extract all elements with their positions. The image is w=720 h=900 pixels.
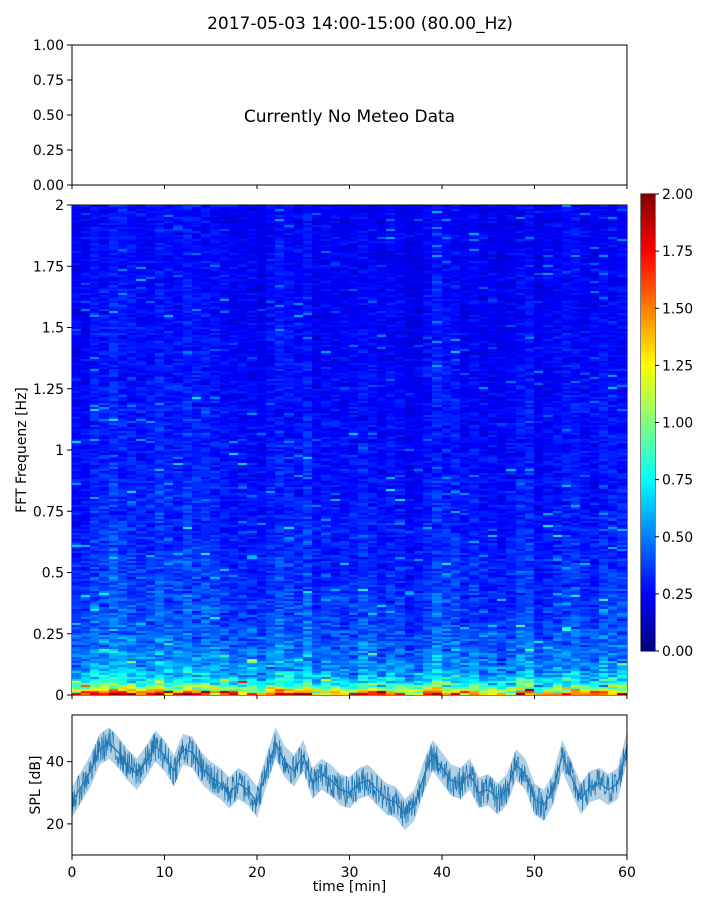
spl-x-ticks: 0 10 20 30 40 50 60 [68,855,636,881]
no-data-message: Currently No Meteo Data [243,107,456,127]
spl-y-label: SPL [dB] [28,756,44,815]
colorbar-tick-label: 2.00 [662,187,693,203]
colorbar-tick-label: 0.50 [662,530,693,546]
colorbar: 0.00 0.25 0.50 0.75 1.00 1.25 1.50 1.75 2.00 [640,187,693,660]
colorbar-tick-label: 0.00 [662,644,693,660]
meteo-y-ticks: 0.00 0.25 0.50 0.75 1.00 [33,38,72,194]
spectrogram-y-ticks: 0 0.25 0.5 0.75 1 1.25 1.5 1.75 2 [33,198,72,704]
meteo-y-tick-label: 0.00 [33,178,64,194]
colorbar-gradient [641,194,655,651]
spectrogram-y-label: FFT Frequenz [Hz] [14,387,30,513]
spectrogram-y-tick-label: 1.25 [33,382,64,398]
colorbar-tick-label: 1.00 [662,416,693,432]
meteo-y-tick-label: 0.75 [33,73,64,89]
spl-envelope [72,727,627,831]
spl-x-tick-label: 20 [248,865,266,881]
spl-x-tick-label: 30 [341,865,359,881]
spectrogram-y-tick-label: 0.25 [33,627,64,643]
colorbar-tick-label: 1.50 [662,301,693,317]
spectrogram-image [72,205,627,695]
meteo-y-tick-label: 0.25 [33,143,64,159]
spectrogram-y-tick-label: 1.75 [33,259,64,275]
colorbar-ticks: 0.00 0.25 0.50 0.75 1.00 1.25 1.50 1.75 2.00 [655,187,693,660]
meteo-y-tick-label: 0.50 [33,108,64,124]
colorbar-tick-label: 0.25 [662,587,693,603]
spl-x-tick-label: 40 [433,865,451,881]
spl-x-tick-label: 10 [156,865,174,881]
colorbar-tick-label: 0.75 [662,473,693,489]
colorbar-tick-label: 1.75 [662,244,693,260]
spl-trace [71,729,628,827]
meteo-x-ticks [71,185,628,189]
spectrogram-y-tick-label: 0 [55,688,64,704]
meteo-y-tick-label: 1.00 [33,38,64,54]
spl-x-tick-label: 60 [618,865,636,881]
spl-y-tick-label: 40 [46,755,64,771]
colorbar-tick-label: 1.25 [662,358,693,374]
spectrogram-y-tick-label: 0.5 [42,566,64,582]
spl-line [71,741,628,816]
spectrogram-y-tick-label: 2 [55,198,64,214]
spl-x-tick-label: 50 [526,865,544,881]
meteo-panel: 0.00 0.25 0.50 0.75 1.00 [33,38,628,194]
spectrogram-x-ticks [71,695,628,699]
spl-x-label: time [min] [313,879,386,895]
spectrogram-y-tick-label: 1.5 [42,321,64,337]
spl-x-tick-label: 0 [68,865,77,881]
spectrogram-y-tick-label: 1 [55,443,64,459]
spectrogram-y-tick-label: 0.75 [33,504,64,520]
figure-title: 2017-05-03 14:00-15:00 (80.00_Hz) [207,14,513,34]
spl-y-tick-label: 20 [46,817,64,833]
spl-series [71,727,628,831]
